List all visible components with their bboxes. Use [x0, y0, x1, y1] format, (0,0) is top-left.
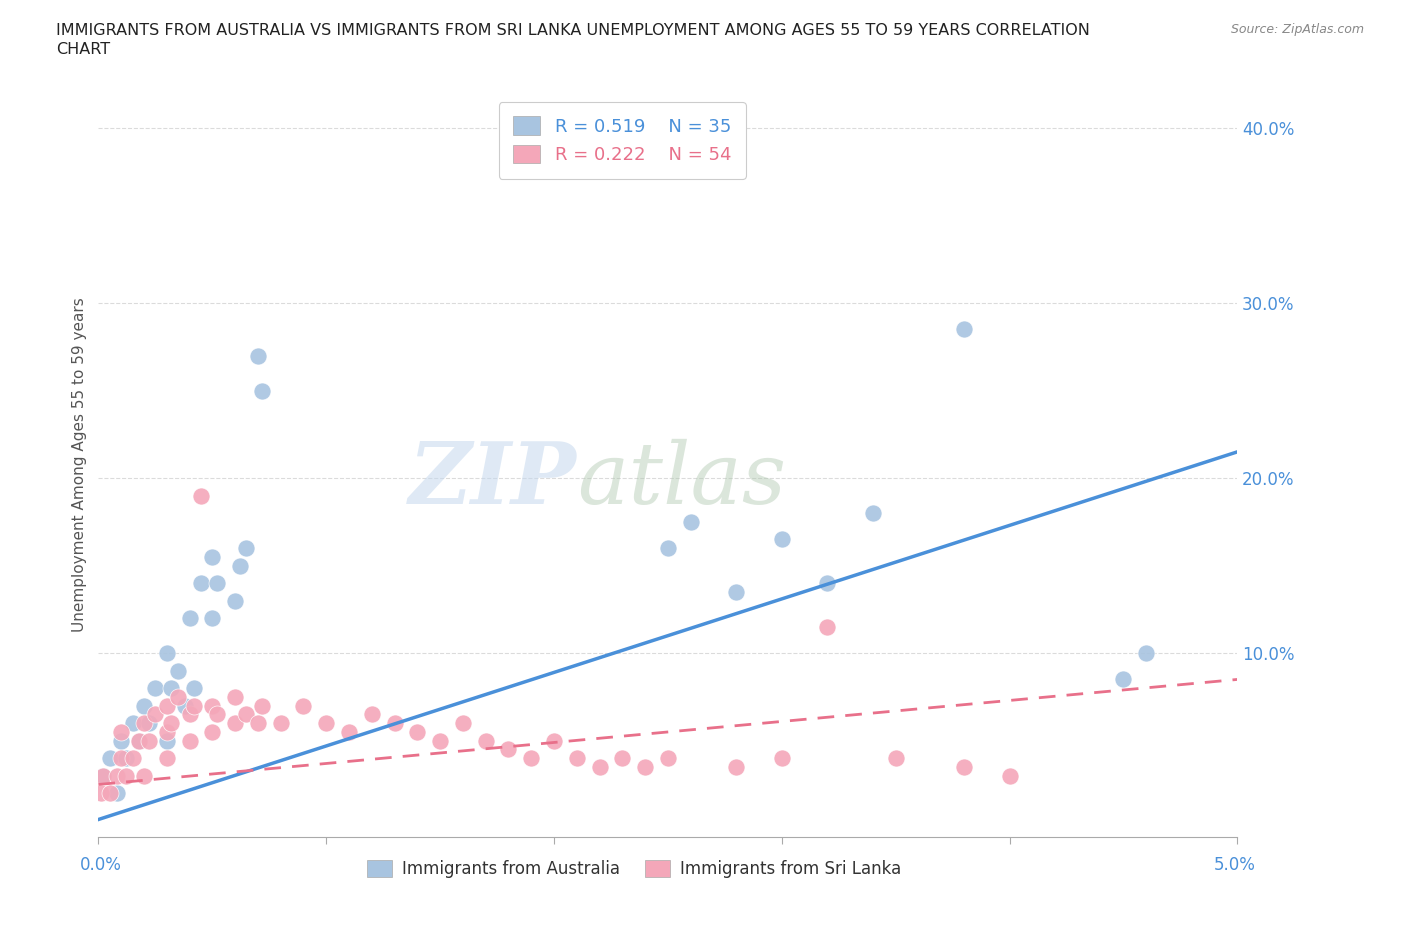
Point: [156, 698, 179, 713]
Point: [132, 698, 155, 713]
Point: [474, 733, 496, 748]
Text: CHART: CHART: [56, 42, 110, 57]
Point: [657, 540, 679, 555]
Text: ZIP: ZIP: [409, 438, 576, 522]
Point: [252, 698, 274, 713]
Point: [884, 751, 907, 765]
Point: [105, 786, 128, 801]
Point: [132, 768, 155, 783]
Point: [156, 724, 179, 739]
Point: [138, 716, 160, 731]
Point: [270, 716, 292, 731]
Text: IMMIGRANTS FROM AUSTRALIA VS IMMIGRANTS FROM SRI LANKA UNEMPLOYMENT AMONG AGES 5: IMMIGRANTS FROM AUSTRALIA VS IMMIGRANTS …: [56, 23, 1090, 38]
Point: [128, 733, 150, 748]
Point: [205, 576, 228, 591]
Point: [132, 716, 155, 731]
Point: [451, 716, 474, 731]
Point: [429, 733, 451, 748]
Point: [953, 760, 976, 775]
Point: [110, 751, 132, 765]
Point: [156, 751, 179, 765]
Point: [770, 751, 793, 765]
Point: [565, 751, 588, 765]
Point: [543, 733, 565, 748]
Point: [174, 698, 197, 713]
Point: [183, 681, 205, 696]
Point: [953, 322, 976, 337]
Point: [725, 760, 748, 775]
Point: [815, 576, 838, 591]
Point: [862, 506, 884, 521]
Point: [160, 716, 183, 731]
Point: [121, 716, 143, 731]
Point: [91, 768, 114, 783]
Point: [105, 768, 128, 783]
Point: [246, 716, 269, 731]
Point: [224, 689, 246, 704]
Point: [179, 611, 201, 626]
Point: [337, 724, 360, 739]
Point: [770, 532, 793, 547]
Point: [315, 716, 337, 731]
Point: [179, 733, 201, 748]
Point: [520, 751, 543, 765]
Point: [205, 707, 228, 722]
Point: [128, 733, 150, 748]
Text: 0.0%: 0.0%: [80, 856, 122, 873]
Point: [201, 724, 224, 739]
Point: [91, 768, 114, 783]
Point: [201, 698, 224, 713]
Point: [406, 724, 429, 739]
Point: [235, 540, 257, 555]
Point: [224, 716, 246, 731]
Point: [156, 645, 179, 660]
Point: [190, 488, 212, 503]
Point: [110, 724, 132, 739]
Point: [725, 584, 748, 599]
Point: [121, 751, 143, 765]
Text: atlas: atlas: [576, 439, 786, 521]
Point: [1135, 645, 1157, 660]
Point: [167, 689, 190, 704]
Point: [998, 768, 1021, 783]
Point: [90, 786, 112, 801]
Legend: Immigrants from Australia, Immigrants from Sri Lanka: Immigrants from Australia, Immigrants fr…: [360, 853, 907, 884]
Point: [98, 751, 121, 765]
Point: [114, 768, 136, 783]
Point: [588, 760, 610, 775]
Point: [246, 348, 269, 363]
Point: [110, 733, 132, 748]
Point: [612, 751, 634, 765]
Text: Source: ZipAtlas.com: Source: ZipAtlas.com: [1230, 23, 1364, 36]
Point: [634, 760, 657, 775]
Point: [235, 707, 257, 722]
Text: 5.0%: 5.0%: [1213, 856, 1256, 873]
Point: [183, 698, 205, 713]
Point: [498, 742, 520, 757]
Point: [156, 733, 179, 748]
Point: [252, 383, 274, 398]
Point: [224, 593, 246, 608]
Point: [1112, 672, 1135, 687]
Y-axis label: Unemployment Among Ages 55 to 59 years: Unemployment Among Ages 55 to 59 years: [72, 298, 87, 632]
Point: [114, 751, 136, 765]
Point: [145, 681, 167, 696]
Point: [201, 611, 224, 626]
Point: [160, 681, 183, 696]
Point: [145, 707, 167, 722]
Point: [167, 663, 190, 678]
Point: [190, 576, 212, 591]
Point: [657, 751, 679, 765]
Point: [292, 698, 315, 713]
Point: [179, 707, 201, 722]
Point: [98, 786, 121, 801]
Point: [228, 558, 250, 573]
Point: [384, 716, 406, 731]
Point: [815, 619, 838, 634]
Point: [360, 707, 382, 722]
Point: [679, 514, 702, 529]
Point: [138, 733, 160, 748]
Point: [201, 550, 224, 565]
